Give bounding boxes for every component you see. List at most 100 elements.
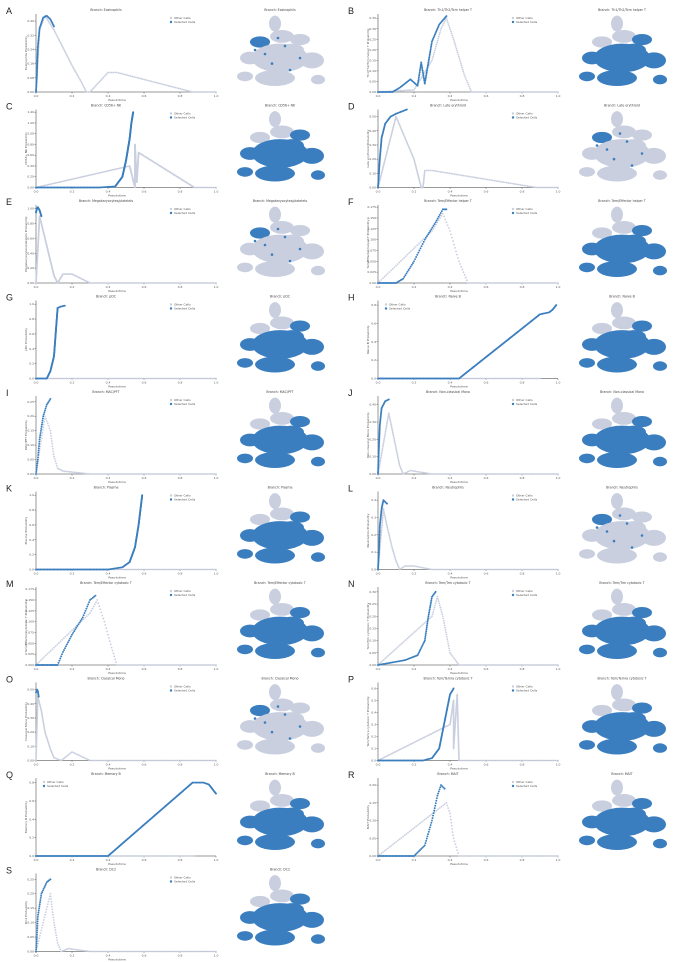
other-cell-point — [557, 186, 559, 189]
other-cell-point — [537, 568, 540, 571]
other-cell-point — [393, 266, 396, 269]
other-cell-point — [487, 473, 490, 475]
other-cell-point — [204, 91, 207, 93]
other-cell-point — [553, 473, 556, 475]
other-cell-point — [530, 377, 532, 380]
other-cell-point — [207, 186, 210, 189]
other-cell-point — [71, 178, 74, 180]
other-cell-point — [391, 429, 394, 432]
other-cell-point — [495, 91, 498, 93]
other-cell-point — [459, 61, 462, 63]
y-axis-label: pDC Probability — [24, 328, 28, 351]
other-cell-point — [422, 623, 425, 626]
other-cell-point — [549, 568, 552, 571]
x-tick-label: 0.2 — [70, 190, 75, 194]
other-cell-point — [535, 282, 538, 284]
other-cell-point — [204, 759, 207, 762]
other-cell-point — [461, 66, 464, 69]
umap-cluster — [582, 624, 602, 638]
other-cell-point — [481, 282, 484, 284]
umap-cluster — [611, 15, 623, 32]
other-cell-point — [215, 377, 217, 380]
other-cell-point — [432, 568, 435, 571]
other-cell-point — [213, 759, 216, 762]
other-cell-point — [181, 473, 183, 475]
selected-cell-point — [386, 502, 388, 505]
other-cell-point — [398, 644, 401, 647]
other-cell-point — [419, 79, 421, 81]
other-cell-point — [50, 434, 53, 437]
other-cell-point — [119, 377, 121, 380]
other-cell-point — [535, 377, 538, 380]
y-axis-label: Tem/Effector helper T Probability — [366, 219, 370, 269]
other-cell-point — [99, 759, 102, 762]
other-cell-point — [544, 282, 547, 284]
other-cell-point — [555, 759, 558, 762]
other-cell-point — [433, 606, 436, 609]
other-cell-point — [449, 230, 451, 232]
other-cell-point — [191, 759, 194, 762]
other-cell-point — [59, 40, 61, 43]
other-cell-point — [126, 568, 129, 571]
plot-title: Branch: Non-classical Mono — [426, 390, 470, 394]
other-cell-point — [483, 282, 486, 284]
other-cell-point — [526, 664, 529, 666]
panel-letter: G — [6, 293, 13, 303]
y-axis-label: Eosinophils Probability — [24, 36, 28, 70]
selected-cell-point — [37, 39, 40, 42]
other-cell-point — [403, 640, 406, 643]
other-cell-point — [160, 83, 163, 85]
other-cell-point — [131, 75, 134, 78]
other-cell-point — [171, 85, 173, 88]
other-cell-point — [553, 759, 556, 762]
selected-cell-point — [426, 619, 429, 621]
other-cell-point — [447, 568, 449, 571]
other-cell-point — [389, 136, 392, 139]
other-cell-point — [40, 437, 43, 440]
selected-cell-point — [404, 274, 407, 277]
other-cell-point — [478, 177, 480, 180]
y-tick-label: 0.00 — [369, 663, 376, 667]
selected-cell-point — [429, 230, 432, 232]
other-cell-point — [384, 156, 387, 158]
other-cell-point — [99, 473, 102, 475]
other-cell-point — [456, 253, 458, 256]
other-cell-point — [70, 63, 73, 65]
y-tick-label: 0.000 — [25, 663, 34, 667]
other-cell-point — [446, 640, 449, 643]
x-axis-label: Pseudotime — [108, 671, 126, 675]
other-cell-point — [506, 664, 509, 666]
other-cell-point — [104, 170, 107, 173]
x-tick-label: 0.2 — [70, 94, 75, 98]
other-cell-point — [383, 275, 386, 278]
other-cell-point — [422, 181, 425, 184]
selected-cell-point — [37, 447, 40, 450]
other-cell-point — [386, 528, 389, 531]
x-tick-label: 0.6 — [484, 285, 489, 289]
other-cell-point — [453, 40, 456, 43]
umap-cluster — [240, 338, 260, 351]
other-cell-point — [181, 88, 184, 91]
other-cell-point — [62, 637, 65, 640]
other-cell-point — [78, 77, 81, 80]
selected-cell-point — [108, 185, 111, 188]
selected-cell-point — [426, 622, 429, 625]
other-cell-point — [382, 442, 385, 445]
selected-cell-point — [385, 91, 388, 93]
other-cell-point — [490, 377, 493, 380]
other-cell-point — [149, 759, 152, 762]
other-cell-point — [387, 417, 389, 420]
other-cell-point — [382, 165, 385, 168]
other-cell-point — [161, 664, 163, 666]
selected-cell-point — [35, 466, 38, 469]
other-cell-point — [191, 664, 194, 666]
selected-cell-point — [58, 659, 61, 662]
other-cell-point — [537, 759, 540, 762]
other-cell-point — [209, 377, 212, 380]
other-cell-point — [41, 429, 44, 431]
y-tick-label: 0.25 — [27, 400, 34, 404]
other-cell-point — [386, 419, 389, 421]
other-cell-point — [188, 568, 191, 571]
other-cell-point — [385, 656, 388, 658]
other-cell-point — [522, 282, 525, 284]
